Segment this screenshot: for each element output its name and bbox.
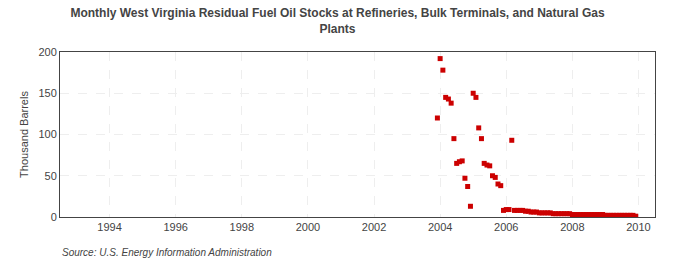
svg-text:2004: 2004 bbox=[428, 221, 452, 233]
svg-text:2002: 2002 bbox=[362, 221, 386, 233]
svg-text:Thousand Barrels: Thousand Barrels bbox=[18, 91, 30, 178]
svg-text:1998: 1998 bbox=[230, 221, 254, 233]
svg-text:Monthly West Virginia Residual: Monthly West Virginia Residual Fuel Oil … bbox=[70, 6, 604, 36]
svg-text:2008: 2008 bbox=[560, 221, 584, 233]
svg-text:150: 150 bbox=[38, 87, 56, 99]
svg-text:2006: 2006 bbox=[494, 221, 518, 233]
svg-text:2000: 2000 bbox=[296, 221, 320, 233]
svg-text:200: 200 bbox=[38, 46, 56, 58]
svg-text:0: 0 bbox=[51, 211, 57, 223]
svg-text:2010: 2010 bbox=[626, 221, 650, 233]
svg-text:1994: 1994 bbox=[97, 221, 121, 233]
svg-text:1996: 1996 bbox=[163, 221, 187, 233]
svg-text:50: 50 bbox=[45, 170, 57, 182]
svg-text:100: 100 bbox=[38, 128, 56, 140]
svg-text:Source: U.S. Energy Informatio: Source: U.S. Energy Information Administ… bbox=[62, 247, 272, 258]
